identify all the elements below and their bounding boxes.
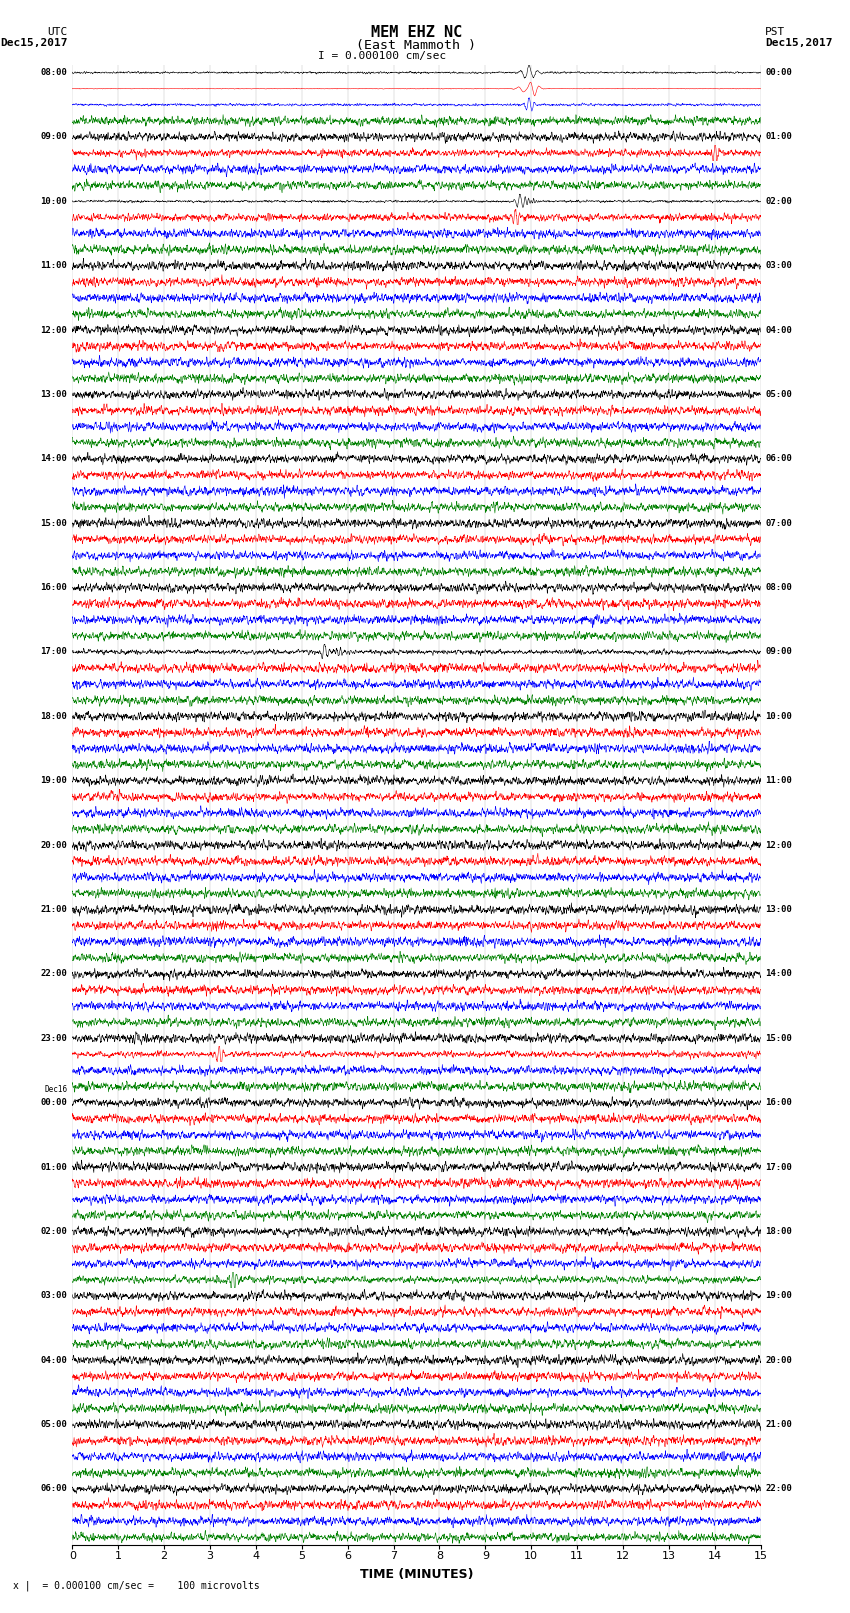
Text: 12:00: 12:00 [766,840,792,850]
Text: 19:00: 19:00 [766,1292,792,1300]
Text: 23:00: 23:00 [41,1034,67,1042]
Text: (East Mammoth ): (East Mammoth ) [356,39,477,52]
Text: 13:00: 13:00 [766,905,792,915]
Text: 06:00: 06:00 [766,455,792,463]
Text: 15:00: 15:00 [41,519,67,527]
Text: Dec15,2017: Dec15,2017 [1,39,68,48]
Text: 12:00: 12:00 [41,326,67,334]
Text: UTC: UTC [48,27,68,37]
Text: 20:00: 20:00 [41,840,67,850]
Text: 00:00: 00:00 [766,68,792,77]
Text: 05:00: 05:00 [41,1419,67,1429]
Text: 04:00: 04:00 [41,1355,67,1365]
Text: 11:00: 11:00 [41,261,67,271]
Text: 10:00: 10:00 [41,197,67,206]
Text: 17:00: 17:00 [41,647,67,656]
Text: Dec16: Dec16 [44,1086,67,1094]
Text: 16:00: 16:00 [766,1098,792,1107]
Text: 08:00: 08:00 [766,584,792,592]
Text: 20:00: 20:00 [766,1355,792,1365]
Text: 22:00: 22:00 [41,969,67,979]
Text: 14:00: 14:00 [766,969,792,979]
Text: 19:00: 19:00 [41,776,67,786]
Text: 03:00: 03:00 [766,261,792,271]
Text: 13:00: 13:00 [41,390,67,398]
Text: 00:00: 00:00 [41,1098,67,1107]
Text: 15:00: 15:00 [766,1034,792,1042]
Text: 09:00: 09:00 [766,647,792,656]
Text: 10:00: 10:00 [766,711,792,721]
Text: 05:00: 05:00 [766,390,792,398]
Text: 07:00: 07:00 [766,519,792,527]
Text: Dec15,2017: Dec15,2017 [765,39,832,48]
Text: 22:00: 22:00 [766,1484,792,1494]
Text: 09:00: 09:00 [41,132,67,142]
Text: 01:00: 01:00 [766,132,792,142]
Text: x |  = 0.000100 cm/sec =    100 microvolts: x | = 0.000100 cm/sec = 100 microvolts [13,1581,259,1592]
Text: 04:00: 04:00 [766,326,792,334]
Text: 17:00: 17:00 [766,1163,792,1171]
Text: I = 0.000100 cm/sec: I = 0.000100 cm/sec [319,52,446,61]
Text: 02:00: 02:00 [41,1227,67,1236]
Text: 01:00: 01:00 [41,1163,67,1171]
Text: 14:00: 14:00 [41,455,67,463]
Text: 21:00: 21:00 [766,1419,792,1429]
Text: 03:00: 03:00 [41,1292,67,1300]
Text: 02:00: 02:00 [766,197,792,206]
Text: 21:00: 21:00 [41,905,67,915]
Text: 18:00: 18:00 [766,1227,792,1236]
Text: TIME (MINUTES): TIME (MINUTES) [360,1568,473,1581]
Text: 08:00: 08:00 [41,68,67,77]
Text: 06:00: 06:00 [41,1484,67,1494]
Text: 16:00: 16:00 [41,584,67,592]
Text: MEM EHZ NC: MEM EHZ NC [371,26,462,40]
Text: PST: PST [765,27,785,37]
Text: 18:00: 18:00 [41,711,67,721]
Text: 11:00: 11:00 [766,776,792,786]
